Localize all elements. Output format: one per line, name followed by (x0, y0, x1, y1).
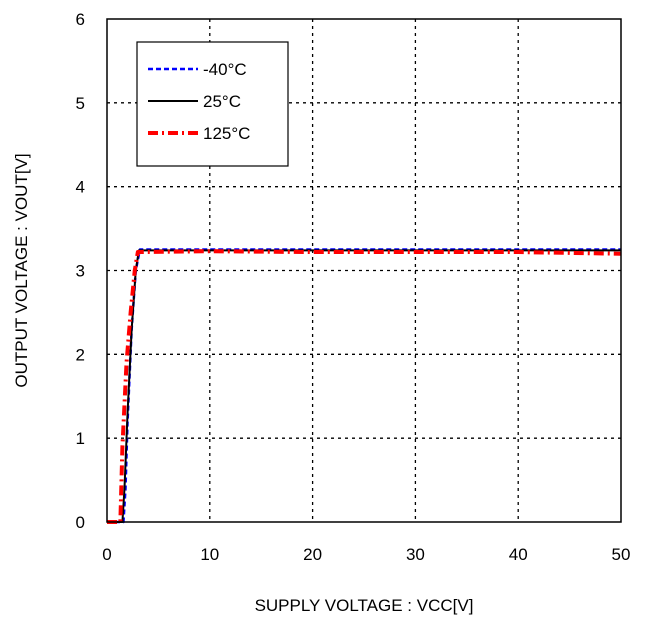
y-tick-labels: 0 1 2 3 4 5 6 (76, 10, 85, 532)
y-tick-label: 5 (76, 94, 85, 113)
legend: -40°C 25°C 125°C (136, 41, 289, 167)
x-tick-label: 40 (509, 545, 528, 564)
legend-label: 125°C (203, 124, 250, 143)
grid-lines (107, 19, 621, 522)
x-tick-label: 0 (102, 545, 111, 564)
y-tick-label: 0 (76, 513, 85, 532)
x-tick-label: 10 (200, 545, 219, 564)
y-tick-label: 4 (76, 178, 85, 197)
y-tick-label: 6 (76, 10, 85, 29)
plot-frame (106, 18, 622, 523)
y-axis-label: OUTPUT VOLTAGE : VOUT[V] (12, 153, 31, 387)
legend-box (136, 41, 289, 167)
legend-label: -40°C (203, 60, 247, 79)
y-tick-label: 2 (76, 345, 85, 364)
y-tick-label: 1 (76, 429, 85, 448)
series-lines (107, 248, 622, 524)
legend-label: 25°C (203, 92, 241, 111)
x-axis-label: SUPPLY VOLTAGE : VCC[V] (255, 596, 474, 615)
series-line (107, 248, 621, 524)
x-tick-label: 30 (406, 545, 425, 564)
series-line (107, 249, 621, 523)
y-tick-label: 3 (76, 262, 85, 281)
x-tick-labels: 0 10 20 30 40 50 (102, 545, 630, 564)
x-tick-label: 50 (612, 545, 631, 564)
series-line (107, 249, 622, 524)
x-tick-label: 20 (303, 545, 322, 564)
